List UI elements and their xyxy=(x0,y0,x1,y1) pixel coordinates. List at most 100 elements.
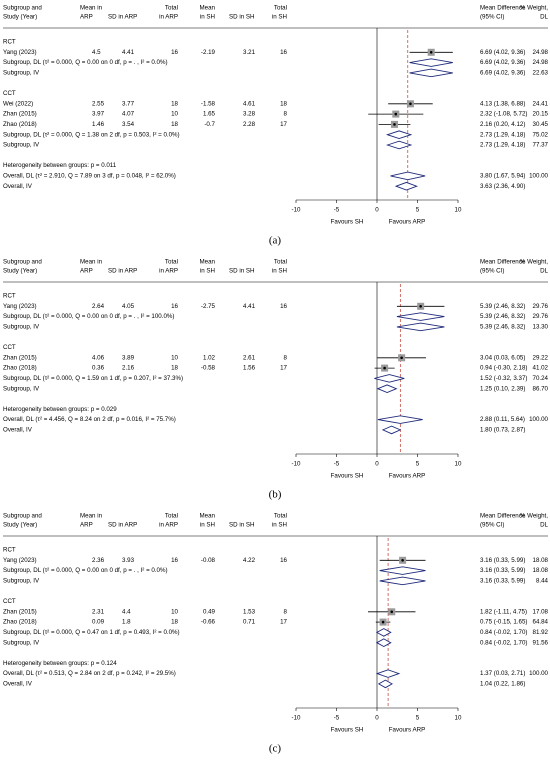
ci-label: 2.16 (0.20, 4.12) xyxy=(480,121,525,128)
weight-label: 64.84 xyxy=(533,619,549,626)
study-label: Zhao (2018) xyxy=(3,121,37,128)
panel-label: (c) xyxy=(269,743,282,755)
ci-label: 4.13 (1.38, 6.88) xyxy=(480,100,525,107)
table-cell: 2.61 xyxy=(243,354,256,361)
note-label: Heterogeneity between groups: p = 0.029 xyxy=(3,406,117,413)
column-header: Total xyxy=(274,5,287,12)
table-cell: -1.58 xyxy=(201,100,216,107)
ci-label: 3.04 (0.03, 6.05) xyxy=(480,354,525,361)
ci-label: 1.52 (-0.32, 3.37) xyxy=(480,375,527,382)
column-header: in SH xyxy=(272,522,287,529)
x-tick-label: -10 xyxy=(292,461,302,468)
study-point xyxy=(383,366,386,370)
weight-label: 29.22 xyxy=(533,354,549,361)
study-point xyxy=(429,51,433,54)
pooled-label: Subgroup, DL (τ² = 0.000, Q = 0.00 on 0 … xyxy=(3,567,168,574)
table-cell: 16 xyxy=(171,557,178,564)
ci-label: 3.16 (0.33, 5.99) xyxy=(480,567,525,574)
table-cell: 16 xyxy=(171,49,178,56)
table-cell: 0.71 xyxy=(243,619,256,626)
study-point xyxy=(390,610,394,614)
pooled-diamond xyxy=(379,576,426,586)
study-label: Zhao (2018) xyxy=(3,365,37,372)
study-label: Zhan (2015) xyxy=(3,608,37,615)
column-header: % Weight, xyxy=(520,513,548,520)
column-header: ARP xyxy=(80,522,93,529)
panel-label: (a) xyxy=(269,235,282,247)
table-cell: 3.21 xyxy=(243,49,256,56)
table-cell: 2.36 xyxy=(92,557,105,564)
ci-label: 2.73 (1.29, 4.18) xyxy=(480,142,525,149)
column-header: SD in ARP xyxy=(108,522,137,529)
overall-label: Overall, DL (τ² = 4.456, Q = 8.24 on 2 d… xyxy=(3,416,176,423)
weight-label: 17.08 xyxy=(533,608,549,615)
column-header: Mean in xyxy=(80,259,103,266)
table-cell: 18 xyxy=(280,100,287,107)
weight-label: 75.02 xyxy=(533,131,549,138)
column-header: in SH xyxy=(200,268,215,275)
ci-label: 0.94 (-0.30, 2.18) xyxy=(480,365,527,372)
column-header: in SH xyxy=(200,522,215,529)
overall-label: Overall, IV xyxy=(3,681,33,688)
column-header: ARP xyxy=(80,14,93,21)
favours-left: Favours SH xyxy=(331,473,364,480)
pooled-label: Subgroup, DL (τ² = 0.000, Q = 0.00 on 0 … xyxy=(3,59,168,66)
table-cell: 3.93 xyxy=(122,557,135,564)
column-header: (95% CI) xyxy=(480,14,504,21)
column-header: DL xyxy=(540,522,548,529)
table-cell: -2.19 xyxy=(201,49,216,56)
pooled-diamond xyxy=(374,374,405,383)
column-header: Mean in xyxy=(80,513,103,520)
table-cell: 4.22 xyxy=(243,557,256,564)
column-header: (95% CI) xyxy=(480,268,504,275)
table-cell: 4.05 xyxy=(122,303,135,310)
ci-label: 0.84 (-0.02, 1.70) xyxy=(480,639,527,646)
pooled-diamond xyxy=(377,415,423,424)
table-cell: 3.77 xyxy=(122,100,135,107)
weight-label: 30.45 xyxy=(533,121,549,128)
table-cell: 17 xyxy=(280,365,287,372)
pooled-diamond xyxy=(385,130,413,139)
x-tick-label: 0 xyxy=(375,207,379,214)
favours-right: Favours ARP xyxy=(389,473,425,480)
group-label: RCT xyxy=(3,293,16,300)
weight-label: 70.24 xyxy=(533,375,549,382)
pooled-label: Subgroup, DL (τ² = 0.000, Q = 0.47 on 1 … xyxy=(3,629,180,636)
table-cell: 16 xyxy=(171,303,178,310)
table-cell: 0.09 xyxy=(92,619,105,626)
column-header: Total xyxy=(165,5,178,12)
column-header: Mean Difference xyxy=(480,5,526,12)
weight-label: 91.56 xyxy=(533,639,549,646)
column-header: in SH xyxy=(272,268,287,275)
table-cell: 0.49 xyxy=(203,608,216,615)
ci-label: 0.84 (-0.02, 1.70) xyxy=(480,629,527,636)
column-header: in ARP xyxy=(159,14,178,21)
table-cell: 8 xyxy=(284,354,288,361)
table-cell: 10 xyxy=(171,608,178,615)
study-point xyxy=(419,305,422,308)
x-tick-label: -5 xyxy=(334,461,340,468)
table-cell: 1.02 xyxy=(203,354,216,361)
x-tick-label: 0 xyxy=(375,715,379,722)
table-cell: -0.58 xyxy=(201,365,216,372)
ci-label: 1.04 (0.22, 1.86) xyxy=(480,681,525,688)
table-cell: -0.66 xyxy=(201,619,216,626)
column-header: Total xyxy=(274,513,287,520)
overall-label: Overall, IV xyxy=(3,427,33,434)
group-label: CCT xyxy=(3,344,16,351)
column-header: Study (Year) xyxy=(3,14,37,21)
table-cell: 2.28 xyxy=(243,121,256,128)
column-header: Mean Difference xyxy=(480,259,526,266)
column-header: Study (Year) xyxy=(3,268,37,275)
column-header: in ARP xyxy=(159,522,178,529)
study-label: Yang (2023) xyxy=(3,303,37,310)
study-label: Zhan (2015) xyxy=(3,111,37,118)
ci-label: 3.63 (2.36, 4.90) xyxy=(480,183,525,190)
weight-label: 29.76 xyxy=(533,313,549,320)
x-tick-label: 10 xyxy=(455,207,462,214)
ci-label: 6.69 (4.02, 9.36) xyxy=(480,59,525,66)
column-header: Total xyxy=(165,513,178,520)
group-label: RCT xyxy=(3,39,16,46)
column-header: DL xyxy=(540,14,548,21)
column-header: in SH xyxy=(272,14,287,21)
